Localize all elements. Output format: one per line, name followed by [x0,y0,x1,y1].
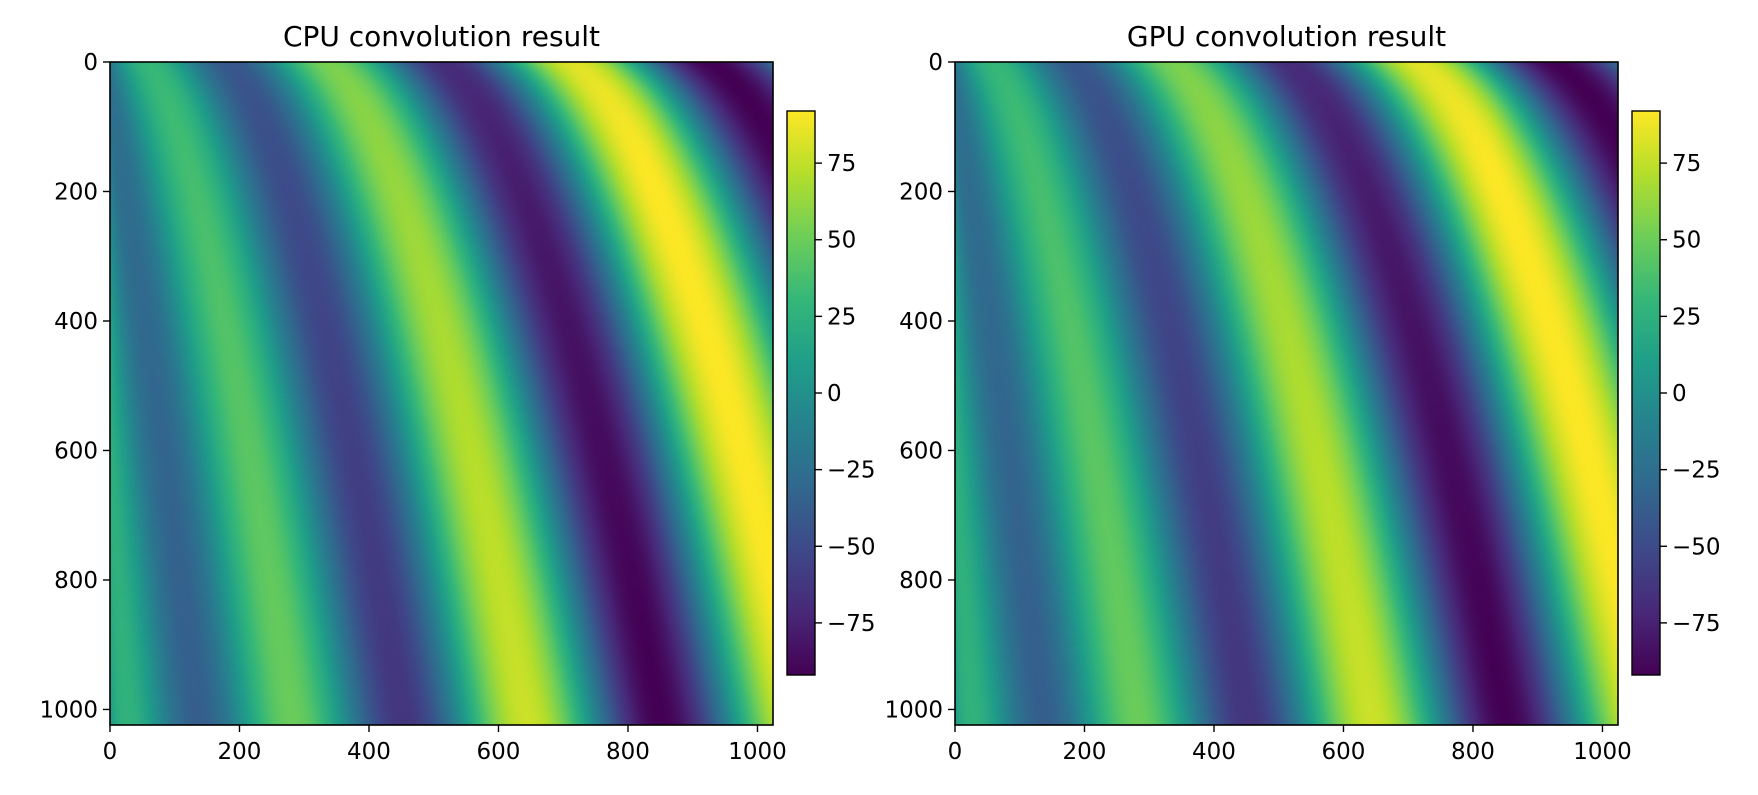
gpu-colorbar-tick-label: 50 [1672,228,1701,254]
gpu-colorbar-tick-label: 75 [1672,151,1701,177]
gpu-colorbar-tick-label: −25 [1672,458,1721,484]
cpu-x-tick-label: 1000 [728,739,787,765]
cpu-x-tick-label: 0 [103,739,118,765]
gpu-y-tick-label: 400 [899,309,943,335]
cpu-y-tick-label: 0 [83,50,98,76]
cpu-colorbar-tick-label: −50 [827,534,876,560]
gpu-colorbar-tick-label: −75 [1672,611,1721,637]
cpu-chart-title: CPU convolution result [283,20,600,53]
cpu-y-tick-label: 800 [54,568,98,594]
gpu-chart-title: GPU convolution result [1127,20,1446,53]
cpu-x-tick-label: 400 [347,739,391,765]
cpu-colorbar-tick-label: 25 [827,304,856,330]
gpu-y-tick-label: 600 [899,438,943,464]
cpu-colorbar-tick-label: 0 [827,381,842,407]
cpu-y-tick-label: 600 [54,438,98,464]
gpu-x-tick-label: 400 [1192,739,1236,765]
cpu-axes-frame [109,61,774,726]
gpu-y-tick-label: 0 [928,50,943,76]
cpu-colorbar [787,111,815,675]
gpu-x-tick-label: 1000 [1573,739,1632,765]
cpu-heatmap-image [110,62,773,725]
gpu-x-tick-label: 0 [948,739,963,765]
cpu-y-tick-label: 400 [54,309,98,335]
gpu-colorbar [1632,111,1660,675]
gpu-colorbar-tick-label: 0 [1672,381,1687,407]
gpu-colorbar-tick-label: 25 [1672,304,1701,330]
gpu-x-tick-label: 600 [1322,739,1366,765]
cpu-colorbar-tick-label: −75 [827,611,876,637]
cpu-x-tick-label: 800 [606,739,650,765]
gpu-heatmap-image [955,62,1618,725]
gpu-y-tick-label: 200 [899,179,943,205]
cpu-colorbar-tick-label: 50 [827,228,856,254]
gpu-x-tick-label: 800 [1451,739,1495,765]
cpu-x-tick-label: 200 [218,739,262,765]
cpu-colorbar-tick-label: −25 [827,458,876,484]
cpu-x-tick-label: 600 [477,739,521,765]
cpu-colorbar-tick-label: 75 [827,151,856,177]
cpu-y-tick-label: 200 [54,179,98,205]
cpu-y-tick-label: 1000 [39,697,98,723]
gpu-axes-frame [954,61,1619,726]
gpu-x-tick-label: 200 [1063,739,1107,765]
gpu-y-tick-label: 800 [899,568,943,594]
gpu-y-tick-label: 1000 [884,697,943,723]
gpu-colorbar-tick-label: −50 [1672,534,1721,560]
